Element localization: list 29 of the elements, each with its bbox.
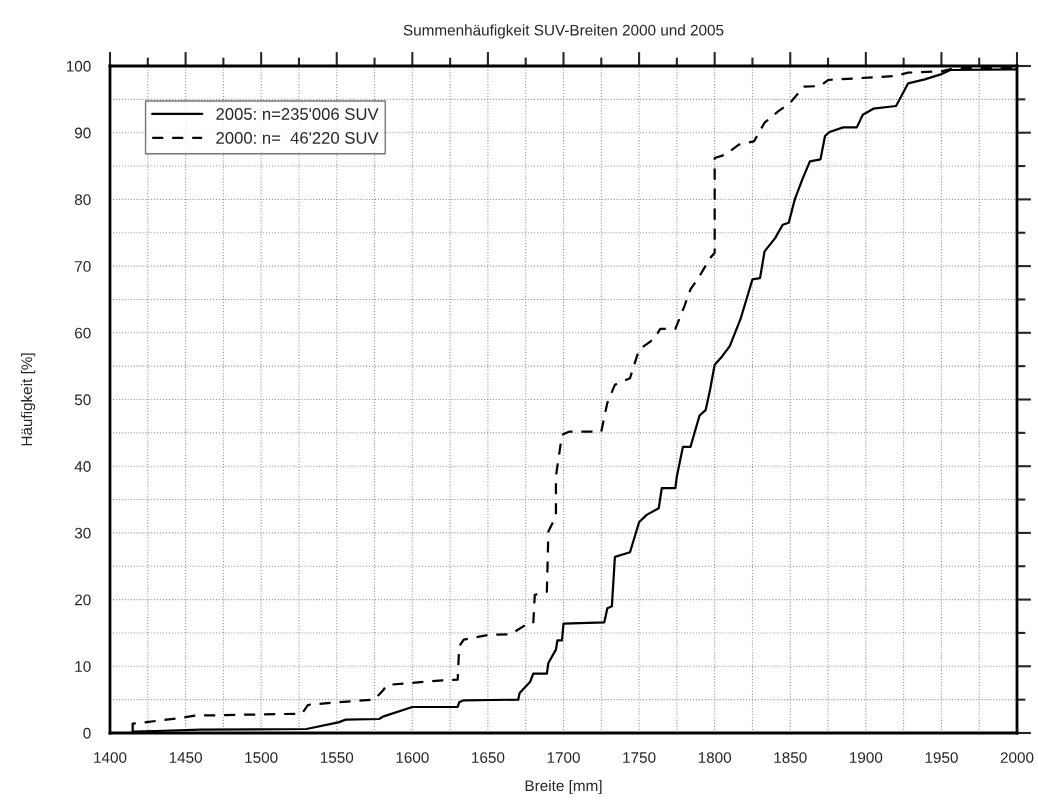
x-tick-label: 1550 [320,752,354,763]
x-tick-label: 1800 [698,752,732,763]
y-tick-label: 30 [74,527,91,539]
y-tick-label: 40 [74,461,91,472]
x-tick-label: 2000 [1000,752,1034,763]
x-tick-label: 1700 [547,752,580,763]
x-axis-title: Breite [mm] [525,779,602,795]
x-tick-label: 1400 [94,752,127,763]
y-tick-label: 100 [66,60,91,72]
x-tick-label: 1450 [169,752,202,763]
y-tick-label: 80 [74,194,91,206]
y-tick-label: 90 [74,127,91,139]
y-tick-label: 50 [74,394,91,406]
y-tick-label: 20 [75,594,91,606]
y-tick-label: 60 [75,327,91,339]
chart-title: Summenhäufigkeit SUV-Breiten 2000 und 2005 [403,24,724,39]
y-tick-label: 70 [75,260,91,272]
y-axis-title: Häufigkeit [%] [20,353,36,446]
x-tick-label: 1650 [472,752,505,763]
x-tick-label: 1950 [925,752,958,763]
x-tick-label: 1900 [850,752,883,763]
x-tick-label: 1750 [623,752,656,763]
y-tick-label: 10 [75,661,91,672]
y-tick-label: 0 [83,727,91,739]
legend-label: 2005: n=235'006 SUV [216,108,379,120]
legend-label: 2000: n= 46'220 SUV [216,131,379,144]
x-tick-label: 1500 [245,752,278,763]
x-tick-label: 1850 [774,752,807,763]
x-tick-label: 1600 [396,752,429,763]
